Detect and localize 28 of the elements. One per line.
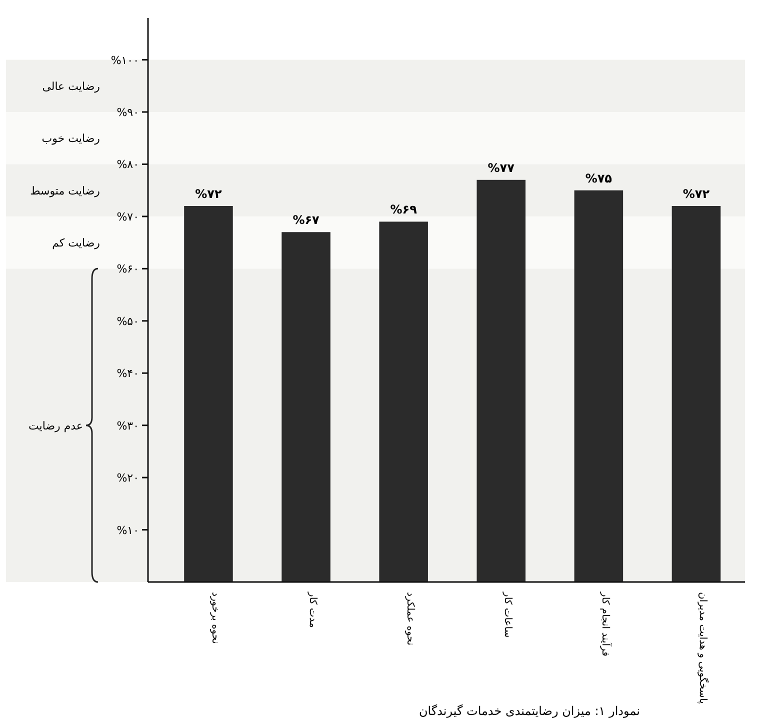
data-label: %۷۲ xyxy=(195,187,222,201)
y-tick-label: %۱۰۰ xyxy=(110,54,139,67)
x-tick-label: نحوه عملکرد xyxy=(404,592,416,646)
text: نمودار ۱: میزان رضایتمندی خدمات گیرندگان xyxy=(418,704,640,718)
band-label: عدم رضایت xyxy=(28,419,83,432)
y-tick-label: %۲۰ xyxy=(116,472,139,485)
data-label: %۶۷ xyxy=(292,213,320,228)
band-label: رضایت کم xyxy=(52,236,100,250)
y-tick-label: %۵۰ xyxy=(116,314,139,328)
x-tick-label: پاسخگویی و هدایت مدیران xyxy=(697,592,710,704)
x-tick-label: مدت کار xyxy=(307,591,318,628)
x-tick-label: فرآیند انجام کار xyxy=(600,591,613,657)
band-label: رضایت عالی xyxy=(42,80,100,93)
y-tick-label: %۷۰ xyxy=(116,210,139,224)
y-tick-label: %۹۰ xyxy=(116,106,139,119)
y-tick-label: %۳۰ xyxy=(116,419,139,432)
y-tick-label: %۶۰ xyxy=(116,262,139,276)
data-label: %۷۲ xyxy=(682,187,710,201)
y-tick-label: %۴۰ xyxy=(116,367,139,380)
y-tick-label: %۸۰ xyxy=(116,158,139,172)
data-label: %۷۷ xyxy=(488,160,516,175)
x-tick-label: نحوه برخورد xyxy=(209,592,220,644)
y-tick-label: %۱۰ xyxy=(116,524,139,537)
data-label: %۶۹ xyxy=(390,202,418,217)
band-label: رضایت متوسط xyxy=(30,184,100,198)
data-label: %۷۵ xyxy=(585,171,612,186)
x-tick-label: ساعات کار xyxy=(502,591,514,638)
band-label: رضایت خوب xyxy=(42,132,100,146)
